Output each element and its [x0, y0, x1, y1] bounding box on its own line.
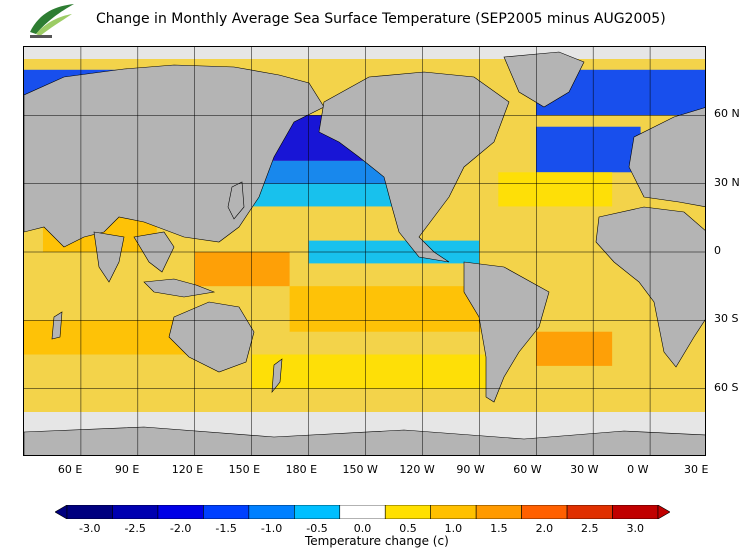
anomaly-region-6	[498, 172, 613, 207]
anomaly-region-8	[194, 252, 290, 287]
colorbar-bin	[294, 505, 341, 519]
latitude-label: 30 S	[714, 312, 739, 326]
longitude-label: 120 W	[399, 463, 435, 476]
longitude-label: 30 W	[570, 463, 599, 476]
anomaly-region-5	[536, 126, 641, 173]
colorbar-bin	[248, 505, 295, 519]
longitude-label: 90 E	[114, 463, 140, 476]
colorbar-tick-label: 0.0	[353, 522, 372, 535]
anomaly-region-13	[251, 354, 499, 389]
agency-logo	[30, 4, 74, 38]
colorbar-max-arrow	[657, 505, 670, 519]
colorbar-tick-label: -2.0	[169, 522, 192, 535]
colorbar-tick-label: 2.5	[581, 522, 599, 535]
colorbar-bin	[66, 505, 113, 519]
longitude-label: 180 E	[285, 463, 318, 476]
map-title: Change in Monthly Average Sea Surface Te…	[96, 11, 666, 27]
colorbar-tick-label: -0.5	[306, 522, 328, 535]
colorbar-bin	[157, 505, 204, 519]
colorbar-bin	[112, 505, 159, 519]
longitude-label: 60 E	[57, 463, 83, 476]
colorbar-tick-label: 3.0	[626, 522, 645, 535]
colorbar-tick-label: 2.0	[535, 522, 554, 535]
sst-map	[23, 46, 706, 456]
longitude-label: 30 E	[684, 463, 709, 476]
colorbar	[55, 505, 670, 519]
colorbar-tick-label: 1.0	[444, 522, 463, 535]
colorbar-bin	[475, 505, 522, 519]
colorbar-tick-label: -1.0	[260, 522, 283, 535]
longitude-label: 150 E	[228, 463, 261, 476]
colorbar-tick-label: 1.5	[490, 522, 508, 535]
colorbar-bin	[430, 505, 477, 519]
longitude-label: 90 W	[456, 463, 485, 476]
colorbar-tick-label: -3.0	[78, 522, 101, 535]
latitude-label: 60 S	[714, 380, 739, 394]
latitude-label: 30 N	[714, 175, 740, 189]
latitude-label: 0	[714, 244, 721, 257]
sst-map-canvas	[24, 47, 705, 455]
longitude-label: 150 W	[342, 463, 378, 476]
colorbar-title: Temperature change (c)	[305, 534, 449, 548]
colorbar-bin	[339, 505, 386, 519]
colorbar-bin	[612, 505, 659, 519]
anomaly-region-12	[536, 331, 613, 366]
colorbar-tick-label: -1.5	[215, 522, 237, 535]
colorbar-bin	[566, 505, 613, 519]
colorbar-bin	[384, 505, 431, 519]
colorbar-tick-label: 0.5	[399, 522, 417, 535]
colorbar-bin	[521, 505, 568, 519]
anomaly-region-10	[289, 286, 499, 332]
colorbar-min-arrow	[55, 505, 68, 519]
latitude-label: 60 N	[714, 107, 740, 121]
longitude-label: 60 W	[513, 463, 542, 476]
colorbar-bin	[203, 505, 250, 519]
colorbar-tick-label: -2.5	[124, 522, 146, 535]
longitude-label: 120 E	[171, 463, 204, 476]
longitude-label: 0 W	[627, 463, 649, 476]
